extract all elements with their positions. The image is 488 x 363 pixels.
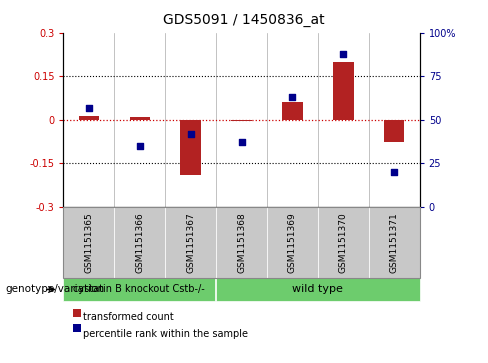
Text: GSM1151368: GSM1151368 bbox=[237, 212, 246, 273]
Bar bbox=[181, 120, 201, 175]
Point bbox=[390, 169, 398, 175]
Bar bbox=[231, 120, 252, 121]
Text: GSM1151370: GSM1151370 bbox=[339, 212, 348, 273]
Bar bbox=[384, 120, 405, 142]
Bar bbox=[79, 116, 99, 120]
Point bbox=[340, 51, 347, 57]
Bar bbox=[282, 102, 303, 120]
Point bbox=[187, 131, 195, 136]
Bar bbox=[130, 118, 150, 120]
Text: wild type: wild type bbox=[292, 285, 344, 294]
Text: cystatin B knockout Cstb-/-: cystatin B knockout Cstb-/- bbox=[73, 285, 205, 294]
Text: genotype/variation: genotype/variation bbox=[5, 285, 104, 294]
Point bbox=[288, 94, 296, 100]
Point bbox=[85, 105, 93, 110]
Point bbox=[136, 143, 143, 149]
Text: GSM1151366: GSM1151366 bbox=[135, 212, 144, 273]
Bar bbox=[333, 62, 353, 120]
Point bbox=[238, 139, 245, 145]
Text: GSM1151365: GSM1151365 bbox=[84, 212, 93, 273]
Text: GSM1151371: GSM1151371 bbox=[390, 212, 399, 273]
Text: transformed count: transformed count bbox=[83, 312, 174, 322]
Text: percentile rank within the sample: percentile rank within the sample bbox=[83, 329, 248, 339]
Text: GSM1151369: GSM1151369 bbox=[288, 212, 297, 273]
Text: GDS5091 / 1450836_at: GDS5091 / 1450836_at bbox=[163, 13, 325, 27]
Text: GSM1151367: GSM1151367 bbox=[186, 212, 195, 273]
